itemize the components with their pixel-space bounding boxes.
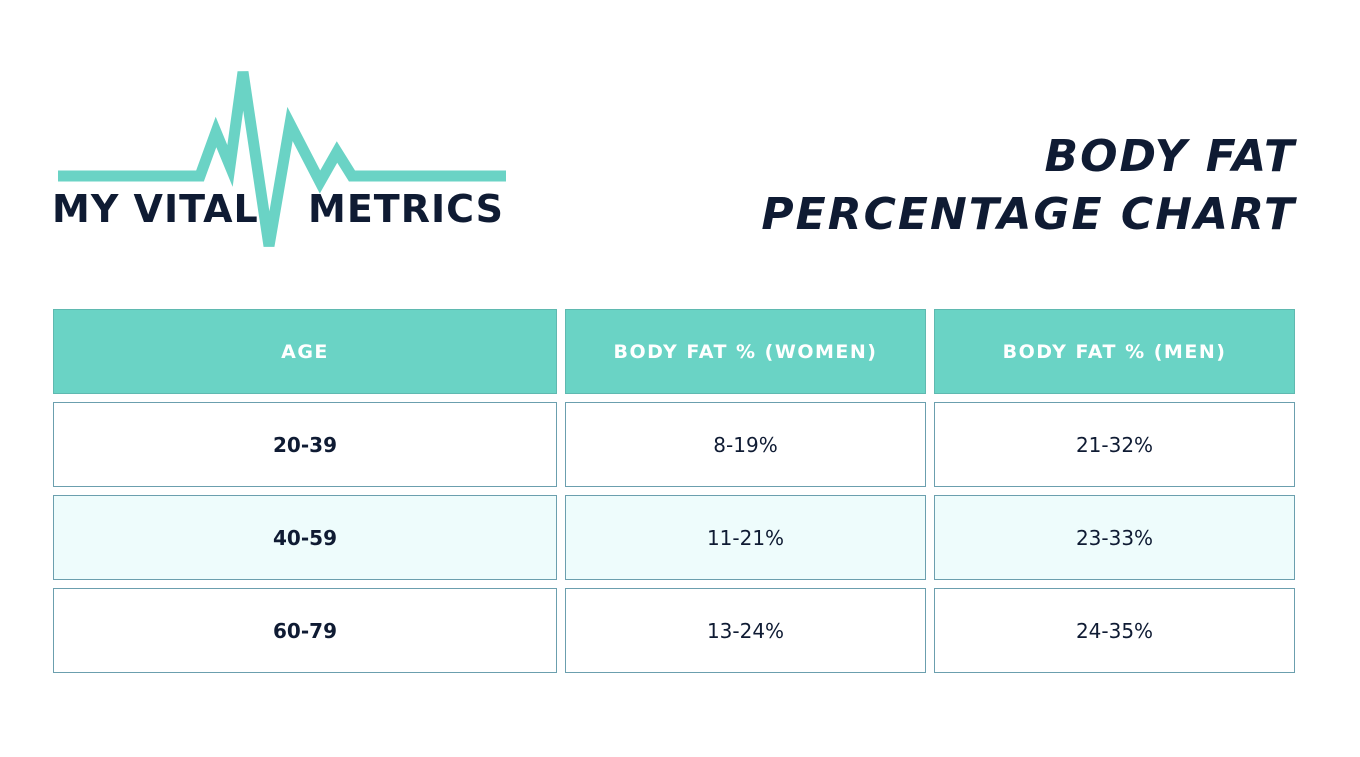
age-cell: 60-79 bbox=[53, 588, 557, 673]
logo-text-right: METRICS bbox=[308, 187, 505, 231]
table-header-row: AGE BODY FAT % (WOMEN) BODY FAT % (MEN) bbox=[53, 309, 1295, 394]
title-line-1: BODY FAT bbox=[1044, 131, 1296, 182]
page-title: BODY FAT PERCENTAGE CHART bbox=[761, 128, 1296, 244]
men-cell: 24-35% bbox=[934, 588, 1295, 673]
logo-text-left: MY VITAL bbox=[52, 187, 259, 231]
women-cell: 11-21% bbox=[565, 495, 926, 580]
table-row: 40-59 11-21% 23-33% bbox=[53, 495, 1295, 580]
header-women: BODY FAT % (WOMEN) bbox=[565, 309, 926, 394]
women-cell: 8-19% bbox=[565, 402, 926, 487]
men-cell: 23-33% bbox=[934, 495, 1295, 580]
women-cell: 13-24% bbox=[565, 588, 926, 673]
header-age: AGE bbox=[53, 309, 557, 394]
men-cell: 21-32% bbox=[934, 402, 1295, 487]
logo: MY VITAL METRICS bbox=[50, 66, 514, 252]
header-men: BODY FAT % (MEN) bbox=[934, 309, 1295, 394]
age-cell: 20-39 bbox=[53, 402, 557, 487]
table-row: 60-79 13-24% 24-35% bbox=[53, 588, 1295, 673]
title-line-2: PERCENTAGE CHART bbox=[761, 189, 1296, 240]
body-fat-table: AGE BODY FAT % (WOMEN) BODY FAT % (MEN) … bbox=[53, 309, 1295, 681]
heartbeat-icon bbox=[58, 71, 506, 247]
table-row: 20-39 8-19% 21-32% bbox=[53, 402, 1295, 487]
age-cell: 40-59 bbox=[53, 495, 557, 580]
